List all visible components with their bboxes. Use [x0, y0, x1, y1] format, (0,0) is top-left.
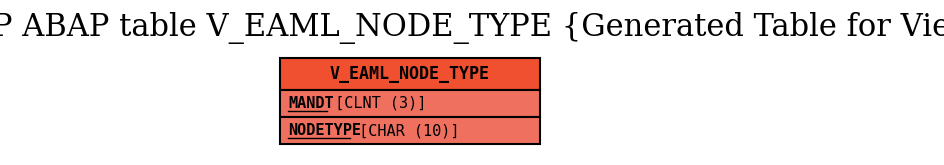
Text: SAP ABAP table V_EAML_NODE_TYPE {Generated Table for View}: SAP ABAP table V_EAML_NODE_TYPE {Generat… — [0, 12, 944, 44]
Text: MANDT: MANDT — [288, 96, 333, 111]
Text: [CHAR (10)]: [CHAR (10)] — [349, 123, 459, 138]
Text: [CLNT (3)]: [CLNT (3)] — [327, 96, 427, 111]
Bar — [279, 58, 539, 90]
Text: NODETYPE: NODETYPE — [288, 123, 361, 138]
Text: V_EAML_NODE_TYPE: V_EAML_NODE_TYPE — [329, 65, 490, 83]
Bar — [279, 90, 539, 117]
Bar — [279, 117, 539, 144]
